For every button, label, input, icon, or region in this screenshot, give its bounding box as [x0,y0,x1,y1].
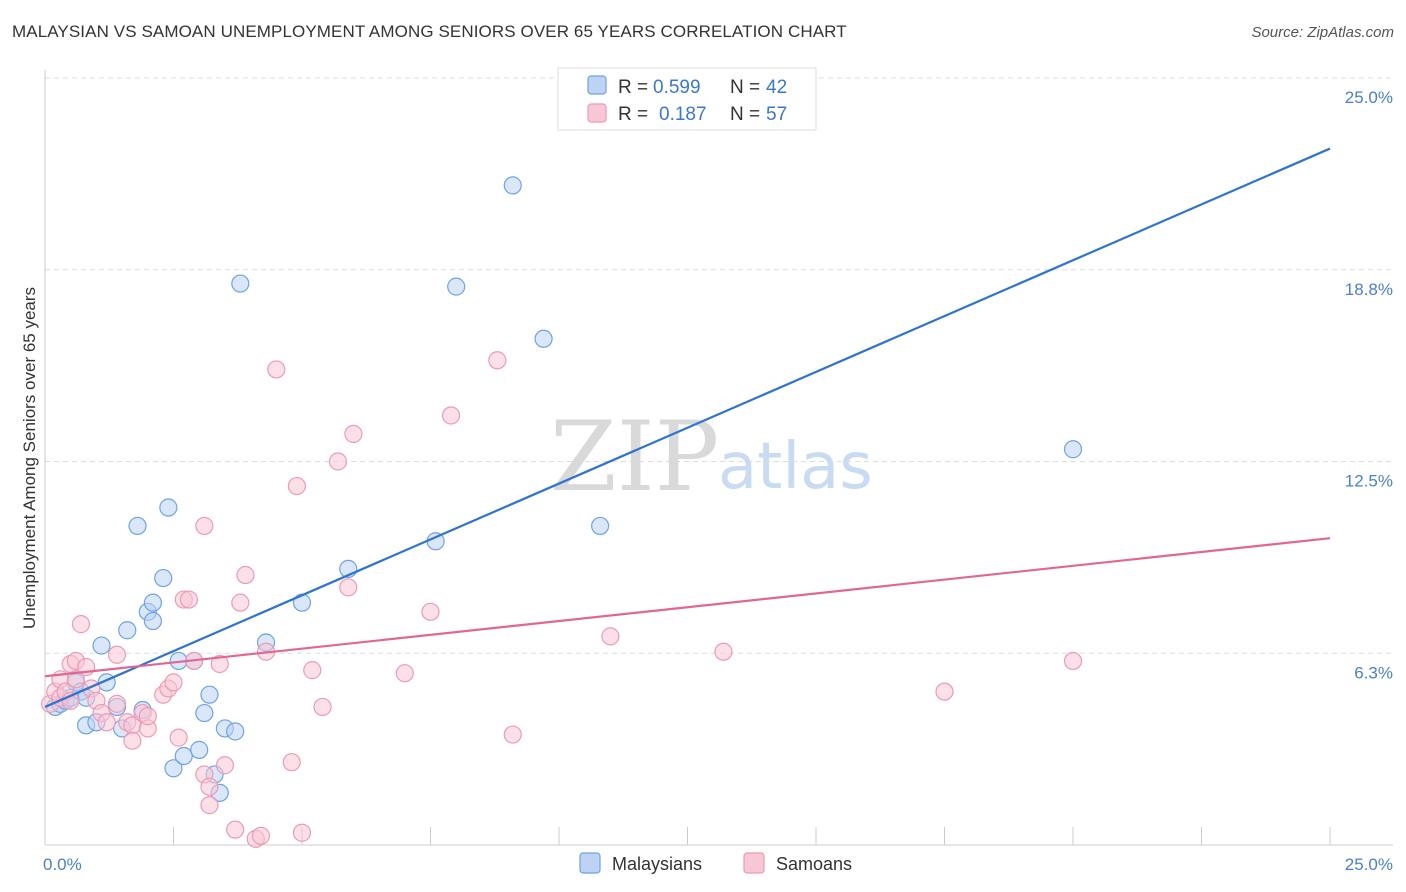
x-tick-label: 25.0% [1345,855,1393,874]
point-samoans [215,756,234,775]
y-axis-label: Unemployment Among Seniors over 65 years [20,287,39,629]
point-samoans [395,664,414,683]
point-samoans [179,590,199,609]
point-malaysians [195,703,214,723]
point-samoans [71,615,91,634]
point-samoans [714,642,733,661]
point-malaysians [164,759,183,778]
point-samoans [195,516,214,536]
point-samoans [282,753,301,772]
point-samoans [66,670,85,689]
tick-labels: 6.3% 12.5% 18.8% 25.0% 0.0% 25.0% [43,88,1393,874]
point-malaysians [174,746,193,766]
point-samoans [226,820,245,839]
watermark-zip: ZIP [550,401,719,513]
point-malaysians [200,685,219,704]
series-legend-label-samoans: Samoans [776,854,852,874]
point-samoans [441,406,461,425]
legend-r-label-malaysians: R = [618,77,648,98]
point-samoans [123,731,142,750]
point-samoans [107,645,127,664]
point-malaysians [118,621,137,640]
y-tick-label: 12.5% [1345,472,1393,491]
point-samoans [164,673,183,692]
chart-source: Source: ZipAtlas.com [1251,24,1394,41]
point-samoans [138,707,157,726]
watermark-atlas: atlas [718,430,873,504]
point-samoans [267,360,286,379]
point-samoans [503,725,522,744]
point-malaysians [190,740,209,759]
correlation-legend: R = 0.599 N = 42 R = 0.187 N = 57 [557,67,817,131]
trend-line-samoans [44,537,1331,678]
point-malaysians [143,611,163,631]
point-samoans [107,694,127,713]
point-malaysians [159,498,178,517]
y-tick-label: 6.3% [1354,663,1393,682]
chart-title: MALAYSIAN VS SAMOAN UNEMPLOYMENT AMONG S… [12,22,847,41]
series-legend-label-malaysians: Malaysians [612,854,702,874]
point-samoans [339,578,358,597]
point-samoans [200,796,219,815]
point-malaysians [226,722,245,741]
point-samoans [303,661,322,680]
point-samoans [210,654,229,674]
point-samoans [200,777,219,796]
point-samoans [421,602,440,621]
point-samoans [292,823,312,842]
trend-lines [44,147,1331,708]
point-malaysians [503,176,522,195]
point-samoans [601,627,620,646]
point-samoans [313,697,332,717]
point-malaysians [534,329,553,348]
series-legend-swatch-malaysians [579,852,601,874]
point-samoans [97,713,116,732]
legend-r-value-malaysians: 0.599 [653,77,701,98]
point-samoans [344,424,363,443]
y-tick-label: 18.8% [1345,280,1393,299]
trend-line-malaysians [44,147,1331,708]
point-malaysians [591,516,610,536]
point-malaysians [1063,440,1083,459]
axes [44,70,1393,846]
point-samoans [169,728,188,747]
legend-swatch-malaysians [587,75,607,95]
watermark: ZIP atlas [550,401,873,513]
point-malaysians [154,568,173,588]
point-samoans [935,682,954,701]
point-samoans [287,476,306,496]
legend-n-label-malaysians: N = [730,77,760,98]
point-malaysians [447,277,466,296]
point-samoans [328,452,348,471]
legend-n-value-malaysians: 42 [766,77,787,98]
point-malaysians [128,516,147,536]
point-samoans [488,351,507,370]
point-malaysians [92,636,111,655]
legend-swatch-samoans [587,103,607,123]
legend-r-label-samoans: R = [618,104,648,125]
point-samoans [236,565,255,585]
point-malaysians [143,593,163,612]
point-malaysians [231,274,250,293]
legend-n-label-samoans: N = [730,104,760,125]
point-samoans [251,826,270,845]
point-samoans [231,593,250,612]
x-tick-label: 0.0% [43,855,82,874]
y-tick-label: 25.0% [1345,88,1393,107]
series-legend: Malaysians Samoans [579,852,852,874]
legend-n-value-samoans: 57 [766,104,787,125]
series-legend-swatch-samoans [743,852,765,874]
legend-r-value-samoans: 0.187 [659,104,707,125]
point-samoans [1063,651,1083,671]
